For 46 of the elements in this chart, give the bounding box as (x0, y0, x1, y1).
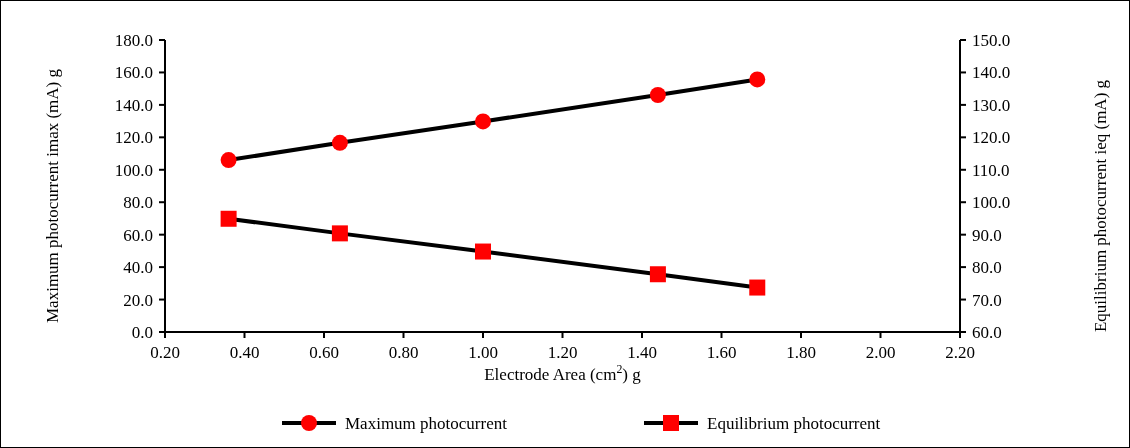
point (475, 113, 491, 130)
point (749, 279, 766, 296)
point (649, 86, 666, 103)
x-tick-label: 0.40 (229, 343, 260, 362)
y2-tick-label: 90.0 (972, 225, 1002, 245)
y-tick-label: 140.0 (114, 95, 153, 115)
x-tick-label: 1.80 (786, 343, 816, 362)
legend-label: Maximum photocurrent (345, 414, 508, 433)
point (220, 210, 237, 227)
y-tick-label: 160.0 (114, 63, 153, 83)
y-tick-label: 20.0 (123, 290, 153, 310)
x-tick-label: 1.60 (706, 343, 737, 362)
y-tick-label: 0.0 (131, 323, 153, 342)
x-tick-label: 0.20 (150, 343, 180, 362)
x-tick-label: 1.40 (627, 343, 657, 362)
y2-tick-label: 150.0 (972, 31, 1011, 50)
y-axis-title: Maximum photocurrent imax (mA) g (43, 68, 62, 324)
x-tick-label: 0.80 (388, 343, 419, 362)
point (475, 243, 491, 260)
y2-tick-label: 80.0 (972, 258, 1002, 278)
y2-tick-label: 70.0 (972, 290, 1002, 310)
x-tick-label: 2.20 (945, 343, 975, 362)
y2-tick-label: 60.0 (972, 323, 1002, 342)
y2-tick-label: 140.0 (972, 63, 1011, 83)
x-tick-label: 2.00 (865, 343, 896, 362)
x-tick-label: 0.60 (309, 343, 339, 362)
y-tick-label: 100.0 (114, 160, 153, 180)
y-tick-label: 80.0 (123, 193, 153, 213)
legend-label: Equilibrium photocurrent (707, 414, 881, 433)
point (331, 225, 348, 242)
y2-axis-title: Equilibrium photocurrent ieq (mA) g (1091, 79, 1110, 333)
x-tick-label: 1.20 (547, 343, 578, 362)
y-tick-label: 120.0 (114, 128, 153, 148)
y-tick-label: 180.0 (114, 31, 153, 50)
y2-tick-label: 130.0 (972, 95, 1011, 115)
y2-tick-label: 110.0 (972, 160, 1010, 180)
y-tick-label: 40.0 (123, 258, 153, 278)
x-axis-title: Electrode Area (cm$^{2}$) g (484, 362, 642, 384)
point (331, 134, 348, 151)
point (220, 152, 237, 169)
point (749, 71, 766, 88)
y2-tick-label: 100.0 (972, 193, 1011, 213)
y2-tick-label: 120.0 (972, 128, 1011, 148)
x-tick-label: 1.00 (468, 343, 498, 362)
point (649, 266, 666, 283)
y-tick-label: 60.0 (123, 225, 153, 245)
